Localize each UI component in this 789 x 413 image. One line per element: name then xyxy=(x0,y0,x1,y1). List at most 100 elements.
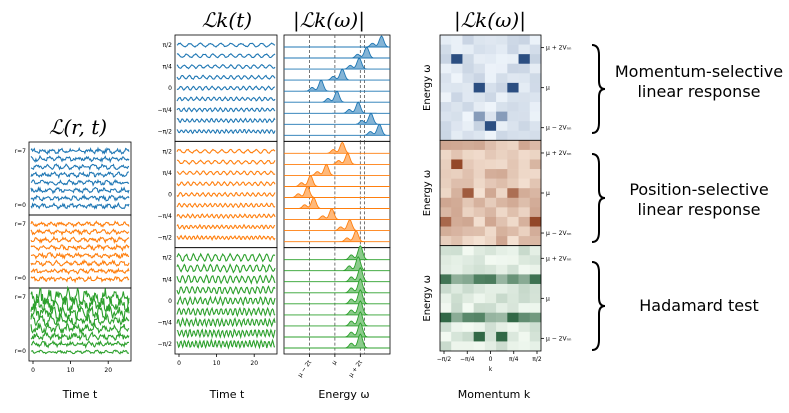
heatmap-cell xyxy=(462,44,474,55)
heatmap-cell xyxy=(462,197,474,208)
heatmap-cell xyxy=(473,216,486,227)
position-trace xyxy=(30,193,130,203)
heatmap-cell xyxy=(484,274,497,285)
k-tick-label: 0 xyxy=(168,298,172,305)
heatmap-cell xyxy=(496,255,508,266)
k-bottom-tick-label: π/2 xyxy=(532,356,542,363)
heatmap-cell xyxy=(440,140,452,151)
heatmap-cell xyxy=(473,293,486,304)
title-position-time: ℒ(r, t) xyxy=(49,115,107,139)
heatmap-cell xyxy=(496,293,508,304)
heatmap-cell xyxy=(507,111,519,122)
heatmap-cell xyxy=(484,188,497,199)
heatmap-cell xyxy=(440,159,452,170)
heatmap-cell xyxy=(529,245,542,256)
heatmap-cell xyxy=(473,331,486,342)
heatmap-cell xyxy=(507,169,519,179)
position-trace xyxy=(30,202,130,211)
heatmap-cell xyxy=(484,169,497,179)
position-trace xyxy=(30,330,130,342)
heatmap-cell xyxy=(518,322,531,333)
energy-frame xyxy=(283,34,391,142)
heatmap-cell xyxy=(507,245,519,256)
momentum-trace xyxy=(176,234,276,242)
heatmap-cell xyxy=(440,341,452,352)
heatmap-cell xyxy=(484,264,497,275)
heatmap-cell xyxy=(462,331,474,342)
heatmap-cell xyxy=(440,255,452,266)
heatmap-cell xyxy=(451,169,463,179)
energy-ridge xyxy=(284,185,390,198)
position-trace xyxy=(30,146,130,156)
heatmap-cell xyxy=(484,293,497,304)
energy-ridge xyxy=(284,322,390,338)
momentum-trace xyxy=(176,262,276,274)
energy-ridge xyxy=(284,101,390,114)
heatmap-cell xyxy=(484,322,497,333)
energy-ridge xyxy=(284,141,390,154)
xlabel-position-time: Time t xyxy=(62,388,98,401)
title-momentum-time: ℒk(t) xyxy=(202,8,252,32)
heatmap-cell xyxy=(484,54,497,65)
heatmap-cell xyxy=(484,303,497,313)
heatmap-cell xyxy=(462,207,474,218)
heatmap-cell xyxy=(518,255,531,266)
heatmap-cell xyxy=(462,73,474,84)
heatmap-cell xyxy=(462,159,474,170)
heatmap-cell xyxy=(529,255,542,266)
momentum-time-frame xyxy=(174,247,278,355)
heatmap-cell xyxy=(496,35,508,45)
heatmap-cell xyxy=(518,169,531,179)
heatmap-cell xyxy=(529,111,542,122)
heatmap-cell xyxy=(451,149,463,160)
heatmap-cell xyxy=(462,293,474,304)
heatmap-cell xyxy=(451,197,463,208)
heatmap-cell xyxy=(440,207,452,218)
k-tick-label: −π/4 xyxy=(158,319,173,326)
heatmap-cell xyxy=(440,111,452,122)
heatmap-cell xyxy=(473,245,486,256)
heat-energy-tick-label: μ + 2Vₙₙ xyxy=(546,255,572,262)
heatmap-cell xyxy=(484,121,497,132)
position-trace xyxy=(30,171,129,180)
heatmap-cell xyxy=(473,207,486,218)
heatmap-cell xyxy=(440,169,452,179)
energy-ridge xyxy=(284,196,390,209)
heatmap-cell xyxy=(518,130,531,141)
heatmap-cell xyxy=(496,54,508,65)
heatmap-cell xyxy=(451,274,463,285)
momentum-trace xyxy=(176,223,276,230)
heatmap-cell xyxy=(451,331,463,342)
momentum-energy-panel: μ − 2t μ μ + 2t xyxy=(283,34,391,379)
heatmap-cell xyxy=(484,178,497,189)
k-tick-label: −π/2 xyxy=(158,235,173,242)
heatmap-cell xyxy=(484,73,497,84)
heatmap-cell xyxy=(451,341,463,352)
heatmap-cell xyxy=(484,236,497,246)
heatmap-cell xyxy=(518,35,531,45)
heatmap-cell xyxy=(507,293,519,304)
energy-ridge xyxy=(284,255,390,272)
k-tick-label: π/2 xyxy=(163,148,173,155)
xlabel-heatmap: Momentum k xyxy=(458,388,531,401)
heatmap-cell xyxy=(496,44,508,55)
heatmap-cell xyxy=(440,274,452,285)
heatmap-cell xyxy=(484,226,497,237)
heat-energy-tick-label: μ + 2Vₙₙ xyxy=(546,45,572,52)
energy-ridge xyxy=(284,68,390,81)
k-tick-label: −π/4 xyxy=(158,107,173,114)
heatmap-cell xyxy=(440,197,452,208)
heatmap-cell xyxy=(518,283,531,294)
heatmap-cell xyxy=(462,188,474,199)
heatmap-cell xyxy=(518,111,531,122)
position-trace xyxy=(30,163,130,171)
row-label-position: Position-selective linear response xyxy=(629,180,769,219)
heatmap-cell xyxy=(473,35,486,45)
heatmap-cell xyxy=(496,169,508,179)
time-tick-label: 0 xyxy=(177,360,181,367)
energy-ridge xyxy=(284,218,390,232)
heatmap-cell xyxy=(529,207,542,218)
position-trace xyxy=(30,235,130,245)
heatmap-cell xyxy=(496,312,508,323)
